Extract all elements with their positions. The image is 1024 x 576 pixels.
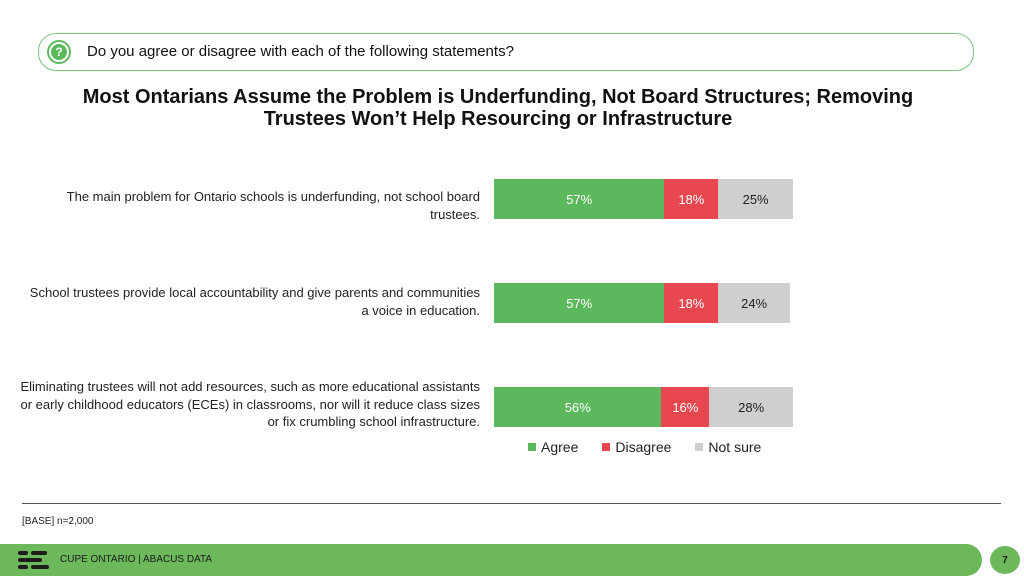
stacked-bar: 57% 18% 24%: [494, 283, 790, 323]
chart-legend: Agree Disagree Not sure: [528, 439, 785, 455]
chart-title-line-2: Trustees Won’t Help Resourcing or Infras…: [263, 108, 733, 130]
chart-title: Most Ontarians Assume the Problem is Und…: [0, 86, 996, 130]
data-label: 16%: [672, 399, 699, 415]
category-label: The main problem for Ontario schools is …: [66, 189, 480, 222]
legend-item: Not sure: [695, 439, 761, 455]
legend-swatch: [528, 443, 536, 451]
bar-segment-agree: 57%: [494, 283, 665, 323]
bar-segment-not-sure: 24%: [718, 283, 790, 323]
bar-segment-disagree: 18%: [664, 179, 719, 219]
category-label: Eliminating trustees will not add resour…: [20, 379, 480, 429]
data-label: 18%: [678, 191, 705, 207]
bar-segment-agree: 57%: [494, 179, 665, 219]
question-box: ? Do you agree or disagree with each of …: [38, 33, 974, 71]
footer-bar: CUPE ONTARIO | ABACUS DATA: [0, 544, 982, 576]
bar-segment-disagree: 18%: [664, 283, 719, 323]
bar-segment-not-sure: 25%: [718, 179, 793, 219]
category-label: School trustees provide local accountabi…: [29, 285, 480, 318]
data-label: 18%: [678, 295, 705, 311]
question-icon: ?: [47, 40, 71, 64]
legend-swatch: [695, 443, 704, 451]
footer-text: CUPE ONTARIO | ABACUS DATA: [60, 554, 213, 565]
data-label: 24%: [741, 295, 768, 311]
data-label: 56%: [564, 399, 591, 415]
divider: [22, 503, 1001, 504]
legend-item: Disagree: [602, 439, 671, 455]
legend-swatch: [602, 443, 611, 451]
page-number: 7: [990, 546, 1020, 574]
question-text: Do you agree or disagree with each of th…: [87, 43, 514, 60]
bar-segment-not-sure: 28%: [709, 387, 793, 427]
data-label: 57%: [566, 191, 593, 207]
legend-item: Agree: [528, 439, 578, 455]
legend-label: Disagree: [615, 439, 672, 455]
chart-title-line-1: Most Ontarians Assume the Problem is Und…: [82, 86, 914, 108]
stacked-bar: 57% 18% 25%: [494, 179, 793, 219]
stacked-bar: 56% 16% 28%: [494, 387, 793, 427]
abacus-logo-icon: [18, 551, 50, 569]
legend-label: Not sure: [708, 439, 762, 455]
legend-label: Agree: [541, 439, 579, 455]
data-label: 25%: [742, 191, 769, 207]
data-label: 57%: [566, 295, 593, 311]
data-label: 28%: [738, 399, 765, 415]
base-note: [BASE] n=2,000: [22, 516, 94, 527]
bar-segment-agree: 56%: [494, 387, 662, 427]
bar-segment-disagree: 16%: [661, 387, 710, 427]
